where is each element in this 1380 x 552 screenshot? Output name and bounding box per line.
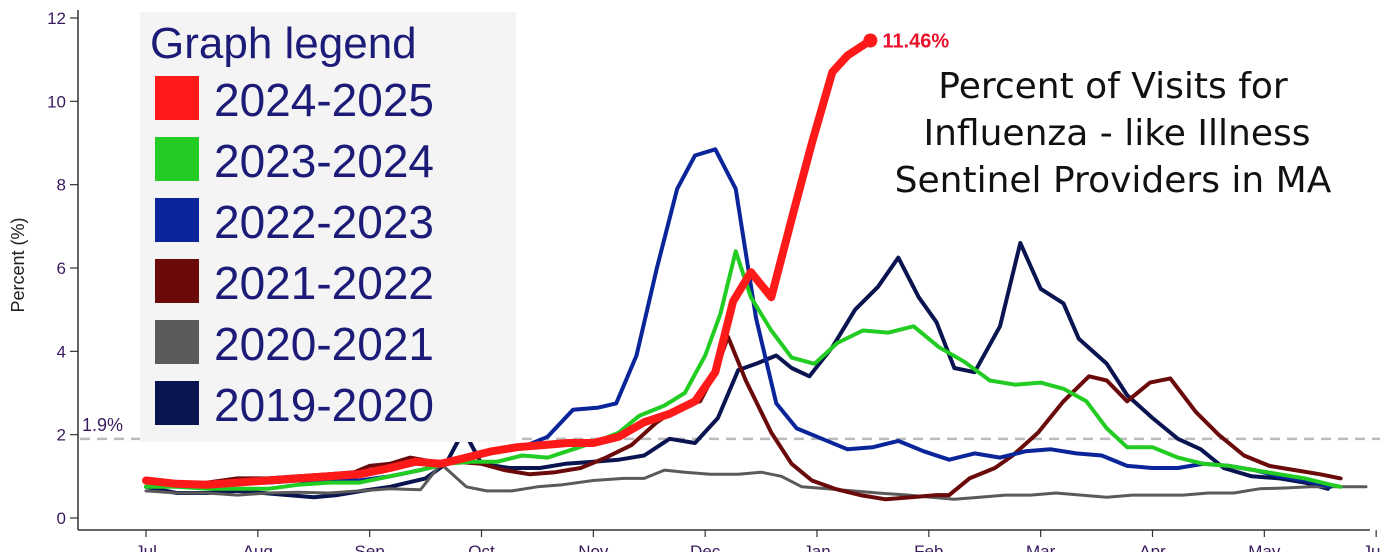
x-tick-label: Sep: [355, 542, 385, 552]
x-tick-label: Jun: [1362, 542, 1380, 552]
legend-label-2019-2020: 2019-2020: [214, 379, 434, 431]
legend-label-2020-2021: 2020-2021: [214, 318, 434, 370]
series-line-2020-2021: [144, 462, 1368, 501]
y-axis-label: Percent (%): [8, 217, 28, 312]
latest-value-label: 11.46%: [882, 31, 949, 53]
y-tick-label: 4: [57, 342, 66, 361]
y-tick-label: 10: [47, 92, 66, 111]
legend-swatch-2021-2022: [155, 259, 199, 303]
legend: Graph legend 2024-2025 2023-2024 2022-2023…: [140, 12, 516, 442]
legend-swatch-2022-2023: [155, 198, 199, 242]
baseline-threshold-label: 1.9%: [82, 415, 123, 435]
legend-swatch-2020-2021: [155, 320, 199, 364]
legend-swatch-2019-2020: [155, 381, 199, 425]
x-tick-label: Oct: [468, 542, 495, 552]
series-line-2024-2025: [142, 36, 875, 489]
y-tick-label: 6: [57, 259, 66, 278]
x-tick-label: Jul: [135, 542, 157, 552]
x-tick-label: May: [1248, 542, 1281, 552]
x-tick-label: Feb: [914, 542, 943, 552]
x-tick-label: Aug: [243, 542, 273, 552]
x-tick-label: Jan: [803, 542, 830, 552]
legend-swatch-2024-2025: [155, 76, 199, 120]
series-line-2023-2024: [144, 249, 1343, 491]
x-tick-label: Nov: [578, 542, 609, 552]
y-tick-label: 0: [57, 509, 66, 528]
series-line-2021-2022: [144, 334, 1343, 502]
chart-title: Percent of Visits for Influenza - like I…: [895, 66, 1332, 201]
legend-label-2023-2024: 2023-2024: [214, 135, 434, 187]
chart-title-line-2: Influenza - like Illness: [924, 113, 1311, 154]
legend-swatch-2023-2024: [155, 137, 199, 181]
legend-label-2021-2022: 2021-2022: [214, 257, 434, 309]
chart-title-line-1: Percent of Visits for: [938, 66, 1288, 107]
chart-title-line-3: Sentinel Providers in MA: [895, 160, 1332, 201]
x-tick-label: Apr: [1139, 542, 1166, 552]
latest-value-point: [863, 33, 878, 48]
y-tick-label: 2: [57, 426, 66, 445]
x-tick-label: Mar: [1026, 542, 1056, 552]
legend-label-2024-2025: 2024-2025: [214, 74, 434, 126]
x-tick-label: Dec: [690, 542, 721, 552]
y-tick-label: 8: [57, 176, 66, 195]
y-tick-label: 12: [47, 9, 66, 28]
legend-title: Graph legend: [150, 19, 417, 68]
legend-label-2022-2023: 2022-2023: [214, 196, 434, 248]
legend-background: [140, 12, 516, 442]
